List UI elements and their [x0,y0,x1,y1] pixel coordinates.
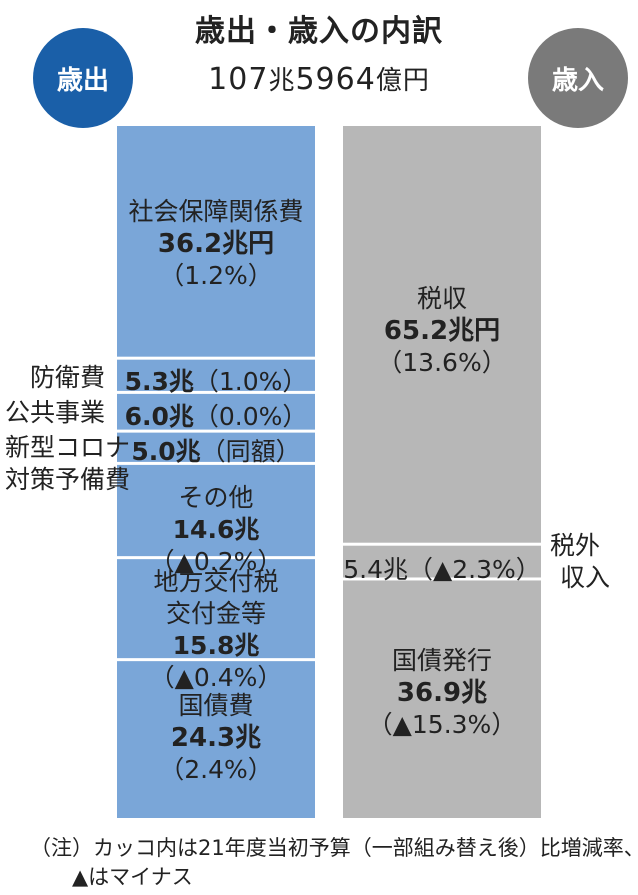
total-unit-cho: 兆 [268,66,296,96]
local-allocation-value-line: 15.8兆 （▲0.4%） [117,630,315,694]
social-security-name: 社会保障関係費 [128,197,304,226]
expenditure-segment-5 [117,559,315,659]
expenditure-segment-4 [117,464,315,557]
expenditure-badge: 歳出 [33,28,133,128]
side-label-defense: 防衛費 [30,363,106,392]
debt-service-change: （2.4%） [159,755,273,784]
expenditure-segment-2 [117,393,315,430]
side-label-nontax-1: 税外 [550,531,601,560]
public-works-change: （0.0%） [193,402,308,431]
bonds-change: （▲15.3%） [367,710,517,739]
local-allocation-value: 15.8兆 [172,631,260,660]
other-change: （▲0.2%） [149,547,283,576]
other-value: 14.6兆 [172,515,260,544]
tax-change: （13.6%） [377,348,507,377]
side-label-corona-2: 対策予備費 [5,465,131,494]
expenditure-segment-6 [117,661,315,818]
expenditure-segment-1 [117,359,315,391]
revenue-segment-1 [343,545,541,578]
nontax-value: 5.4兆 [343,555,408,584]
footnote-line-1: （注）カッコ内は21年度当初予算（一部組み替え後）比増減率、 [30,836,638,860]
expenditure-segment-0 [117,126,315,357]
local-allocation-name-1: 地方交付税 [153,567,279,596]
expenditure-segment-3 [117,432,315,462]
side-label-public-works: 公共事業 [5,398,106,427]
side-label-nontax-2: 収入 [560,563,611,592]
tax-value: 65.2兆円 [383,316,501,346]
segment-label-corona: 5.0兆（同額） [117,432,315,468]
debt-service-name: 国債費 [178,691,254,720]
defense-value: 5.3兆 [124,367,194,396]
public-works-value: 6.0兆 [124,402,194,431]
tax-name: 税収 [416,284,467,313]
side-label-corona-1: 新型コロナ [5,433,131,462]
segment-label-defense: 5.3兆（1.0%） [117,362,315,398]
segment-label-bonds: 国債発行 36.9兆 （▲15.3%） [343,645,541,741]
revenue-segment-0 [343,126,541,543]
footnote-line-2: ▲はマイナス [72,865,193,889]
segment-label-local-allocation: 地方交付税 交付金等 15.8兆 （▲0.4%） [117,566,315,694]
bonds-name: 国債発行 [391,646,492,675]
local-allocation-change: （▲0.4%） [149,663,283,692]
local-allocation-name-2: 交付金等 [165,599,266,628]
defense-change: （1.0%） [193,367,308,396]
corona-change: （同額） [200,437,301,466]
bonds-value: 36.9兆 [396,678,488,708]
revenue-segment-2 [343,580,541,818]
segment-label-nontax: 5.4兆（▲2.3%） [343,550,541,586]
segment-label-social-security: 社会保障関係費 36.2兆円 （1.2%） [117,196,315,292]
nontax-change: （▲2.3%） [408,555,541,584]
revenue-badge: 歳入 [528,28,628,128]
total-number-2: 5964 [295,62,376,97]
debt-service-value: 24.3兆 [170,723,262,753]
total-unit-okuen: 億円 [375,66,430,96]
segment-label-public-works: 6.0兆（0.0%） [117,397,315,433]
segment-label-tax: 税収 65.2兆円 （13.6%） [343,283,541,379]
chart-title: 歳出・歳入の内訳 [195,14,443,49]
corona-value: 5.0兆 [131,437,201,466]
total-number: 107 [208,62,269,97]
social-security-value: 36.2兆円 [157,229,275,259]
total-amount: 107兆5964億円 [0,60,638,97]
other-name: その他 [178,483,254,512]
segment-label-other: その他 14.6兆 （▲0.2%） [117,482,315,578]
other-value-line: 14.6兆 （▲0.2%） [117,514,315,578]
segment-label-debt-service: 国債費 24.3兆 （2.4%） [117,690,315,786]
social-security-change: （1.2%） [159,261,273,290]
